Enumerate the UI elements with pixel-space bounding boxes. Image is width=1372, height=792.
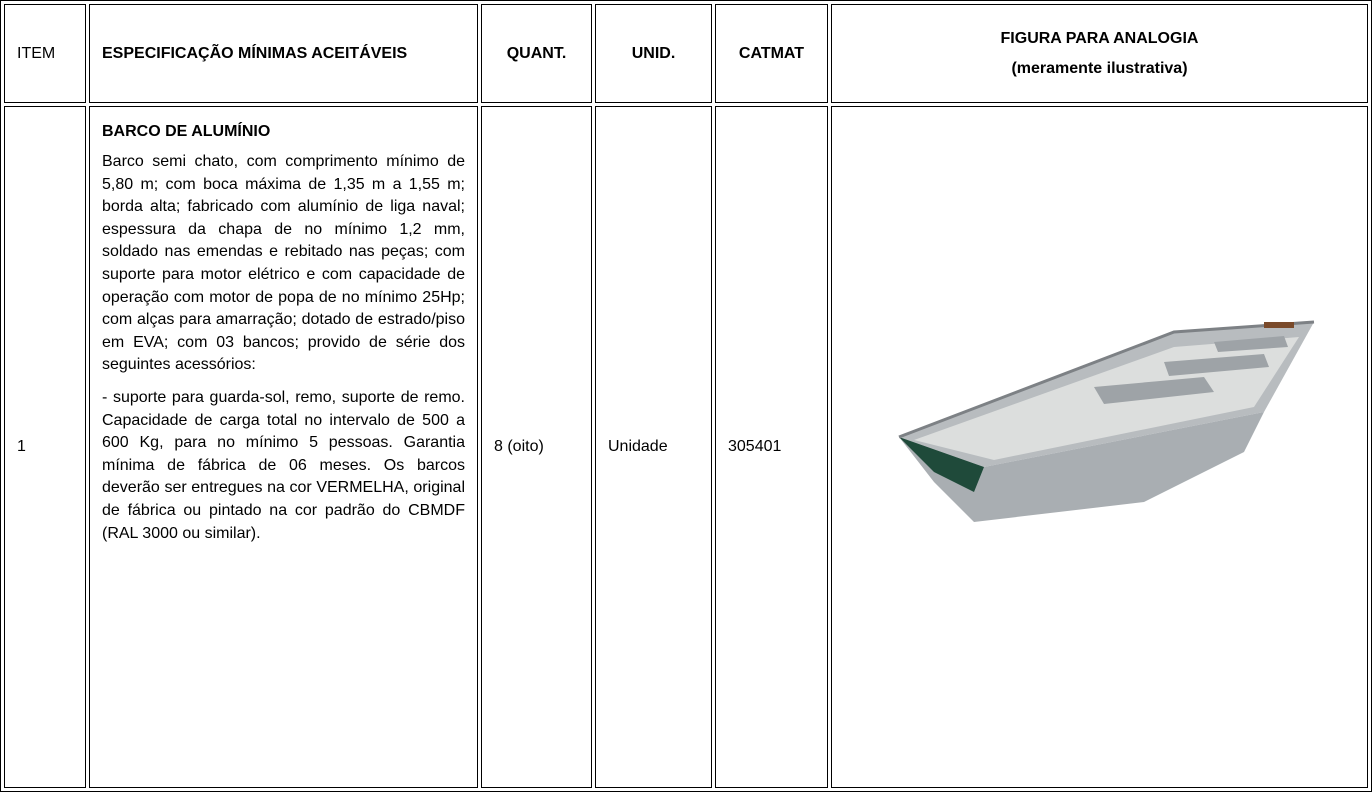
header-cell: UNID. bbox=[595, 4, 712, 103]
header-cell: ESPECIFICAÇÃO MÍNIMAS ACEITÁVEIS bbox=[89, 4, 478, 103]
boat-seat bbox=[1094, 377, 1214, 404]
boat-illustration bbox=[898, 320, 1315, 522]
boat-seat bbox=[1214, 336, 1288, 352]
header-cell: FIGURA PARA ANALOGIA (meramente ilustrat… bbox=[831, 4, 1368, 103]
spec-title: BARCO DE ALUMÍNIO bbox=[102, 123, 271, 140]
header-cell: ITEM bbox=[4, 4, 86, 103]
unid-cell: Unidade bbox=[595, 106, 712, 788]
header-subtext: (meramente ilustrativa) bbox=[1011, 59, 1188, 77]
quant-cell: 8 (oito) bbox=[481, 106, 592, 788]
boat-bow-stripe bbox=[899, 437, 984, 492]
header-cell: QUANT. bbox=[481, 4, 592, 103]
header-cell: CATMAT bbox=[715, 4, 828, 103]
boat-seat bbox=[1164, 354, 1269, 376]
item-cell: 1 bbox=[4, 106, 86, 788]
figure-cell bbox=[831, 106, 1368, 788]
body-row: 1 BARCO DE ALUMÍNIO Barco semi chato, co… bbox=[4, 106, 1368, 788]
catmat-cell: 305401 bbox=[715, 106, 828, 788]
spec-paragraph: Barco semi chato, com comprimento mínimo… bbox=[102, 153, 465, 374]
boat-hull-side bbox=[899, 412, 1264, 522]
spec-cell: BARCO DE ALUMÍNIO Barco semi chato, com … bbox=[89, 106, 478, 788]
boat-stern-detail bbox=[1264, 322, 1294, 328]
spec-paragraph: - suporte para guarda-sol, remo, suporte… bbox=[102, 388, 465, 542]
header-text: FIGURA PARA ANALOGIA bbox=[1000, 29, 1199, 47]
header-row: ITEM ESPECIFICAÇÃO MÍNIMAS ACEITÁVEIS QU… bbox=[4, 4, 1368, 103]
